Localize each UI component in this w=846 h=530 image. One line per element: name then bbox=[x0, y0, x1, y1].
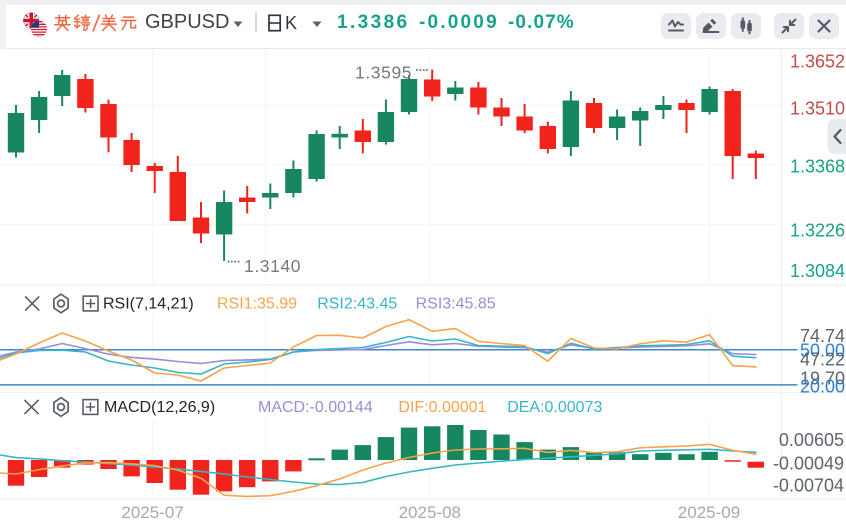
svg-text:2025-07: 2025-07 bbox=[121, 503, 183, 522]
svg-text:2025-08: 2025-08 bbox=[399, 503, 461, 522]
svg-text:2025-09: 2025-09 bbox=[678, 503, 740, 522]
svg-text:1.3226: 1.3226 bbox=[790, 220, 845, 240]
svg-text:MACD(12,26,9): MACD(12,26,9) bbox=[104, 399, 215, 416]
svg-text:1.3652: 1.3652 bbox=[790, 51, 845, 71]
svg-text:-0.00049: -0.00049 bbox=[773, 454, 844, 474]
svg-text:1.3368: 1.3368 bbox=[790, 157, 845, 177]
svg-text:DEA:0.00073: DEA:0.00073 bbox=[507, 399, 602, 416]
svg-text:20.00: 20.00 bbox=[800, 377, 845, 397]
svg-text:RSI3:45.85: RSI3:45.85 bbox=[416, 296, 496, 313]
svg-text:1.3140: 1.3140 bbox=[244, 256, 301, 276]
svg-text:RSI(7,14,21): RSI(7,14,21) bbox=[103, 296, 194, 313]
svg-text:1.3510: 1.3510 bbox=[790, 99, 845, 119]
svg-text:74.74: 74.74 bbox=[800, 326, 845, 346]
svg-text:1.3595: 1.3595 bbox=[355, 62, 412, 82]
svg-text:0.00605: 0.00605 bbox=[779, 430, 844, 450]
svg-text:19.70: 19.70 bbox=[800, 369, 845, 389]
svg-text:RSI1:35.99: RSI1:35.99 bbox=[217, 296, 297, 313]
svg-text:47.22: 47.22 bbox=[800, 350, 845, 370]
svg-text:1.3084: 1.3084 bbox=[790, 261, 845, 281]
svg-text:RSI2:43.45: RSI2:43.45 bbox=[317, 296, 397, 313]
svg-text:DIF:0.00001: DIF:0.00001 bbox=[398, 399, 486, 416]
svg-text:MACD:-0.00144: MACD:-0.00144 bbox=[258, 399, 373, 416]
svg-text:50.00: 50.00 bbox=[800, 341, 845, 361]
svg-text:-0.00704: -0.00704 bbox=[773, 475, 844, 495]
